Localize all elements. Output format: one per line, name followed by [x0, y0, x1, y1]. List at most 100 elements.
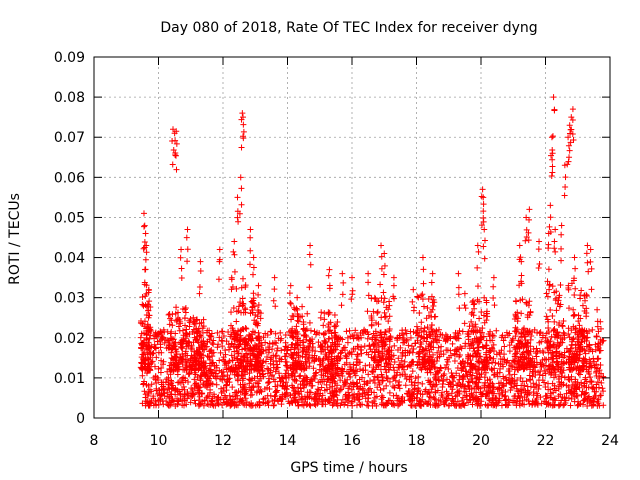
data-point — [473, 349, 480, 356]
data-point — [213, 364, 220, 371]
data-point — [168, 366, 175, 373]
data-point — [184, 246, 191, 253]
data-point — [551, 318, 558, 325]
data-point — [535, 386, 542, 393]
data-point — [173, 304, 180, 311]
data-point — [222, 347, 229, 354]
data-point — [291, 345, 298, 352]
data-point — [334, 396, 341, 403]
data-point — [514, 326, 521, 333]
data-point — [270, 402, 277, 409]
data-point — [332, 346, 339, 353]
data-point — [396, 385, 403, 392]
data-point — [510, 335, 517, 342]
data-point — [599, 385, 606, 392]
data-point — [219, 328, 226, 335]
data-point — [320, 322, 327, 329]
data-point — [525, 237, 532, 244]
data-point — [422, 352, 429, 359]
data-point — [146, 342, 153, 349]
data-point — [557, 391, 564, 398]
data-point — [141, 360, 148, 367]
data-point — [183, 338, 190, 345]
data-point — [541, 379, 548, 386]
data-point — [420, 280, 427, 287]
data-point — [475, 248, 482, 255]
data-point — [568, 361, 575, 368]
data-point — [282, 370, 289, 377]
data-point — [367, 385, 374, 392]
data-point — [583, 328, 590, 335]
data-point — [141, 266, 148, 273]
data-point — [498, 387, 505, 394]
data-point — [415, 379, 422, 386]
data-point — [250, 345, 257, 352]
data-point — [460, 401, 467, 408]
data-point — [583, 337, 590, 344]
data-point — [176, 388, 183, 395]
data-point — [227, 366, 234, 372]
data-point — [444, 391, 451, 398]
data-point — [220, 332, 227, 339]
data-point — [223, 338, 230, 345]
data-point — [420, 361, 427, 368]
data-point — [339, 336, 346, 343]
data-point — [569, 131, 576, 138]
data-point — [353, 356, 360, 363]
data-point — [237, 299, 244, 306]
data-point — [477, 336, 484, 343]
data-point — [373, 393, 380, 400]
data-point — [391, 295, 398, 302]
data-point — [517, 386, 524, 393]
data-point — [141, 318, 148, 325]
data-point — [449, 373, 456, 380]
y-tick-label: 0 — [76, 411, 85, 427]
data-point — [308, 395, 315, 402]
data-point — [512, 333, 519, 340]
data-point — [568, 395, 575, 402]
data-point — [272, 330, 279, 337]
data-point — [184, 258, 191, 265]
data-point — [402, 347, 409, 354]
data-point — [255, 291, 262, 298]
data-point — [474, 328, 481, 335]
data-point — [526, 372, 533, 379]
data-point — [228, 276, 235, 283]
data-point — [509, 363, 516, 370]
data-point — [374, 341, 381, 348]
data-point — [337, 377, 344, 384]
data-point — [381, 250, 388, 257]
data-point — [325, 375, 332, 382]
data-point — [248, 402, 255, 409]
data-point — [350, 367, 357, 374]
data-point — [320, 331, 327, 338]
data-point — [416, 353, 423, 360]
data-point — [236, 338, 243, 345]
data-point — [367, 378, 374, 385]
data-point — [265, 379, 272, 386]
data-point — [565, 395, 572, 402]
data-point — [430, 302, 437, 309]
data-point — [587, 246, 594, 253]
data-point — [483, 345, 490, 352]
data-point — [265, 402, 272, 409]
data-point — [545, 349, 552, 356]
data-point — [231, 238, 238, 245]
data-point — [546, 366, 553, 373]
data-point — [466, 363, 473, 370]
data-point — [443, 376, 450, 383]
data-point — [556, 342, 563, 349]
data-point — [158, 357, 165, 364]
data-point — [464, 393, 471, 400]
data-point — [406, 376, 413, 383]
data-point — [443, 395, 450, 402]
data-point — [467, 360, 474, 367]
data-point — [322, 401, 329, 408]
data-point — [424, 366, 431, 373]
data-point — [326, 366, 333, 373]
data-point — [208, 398, 215, 405]
data-point — [523, 300, 530, 307]
data-point — [414, 394, 421, 401]
data-point — [365, 270, 372, 277]
data-point — [196, 346, 203, 353]
